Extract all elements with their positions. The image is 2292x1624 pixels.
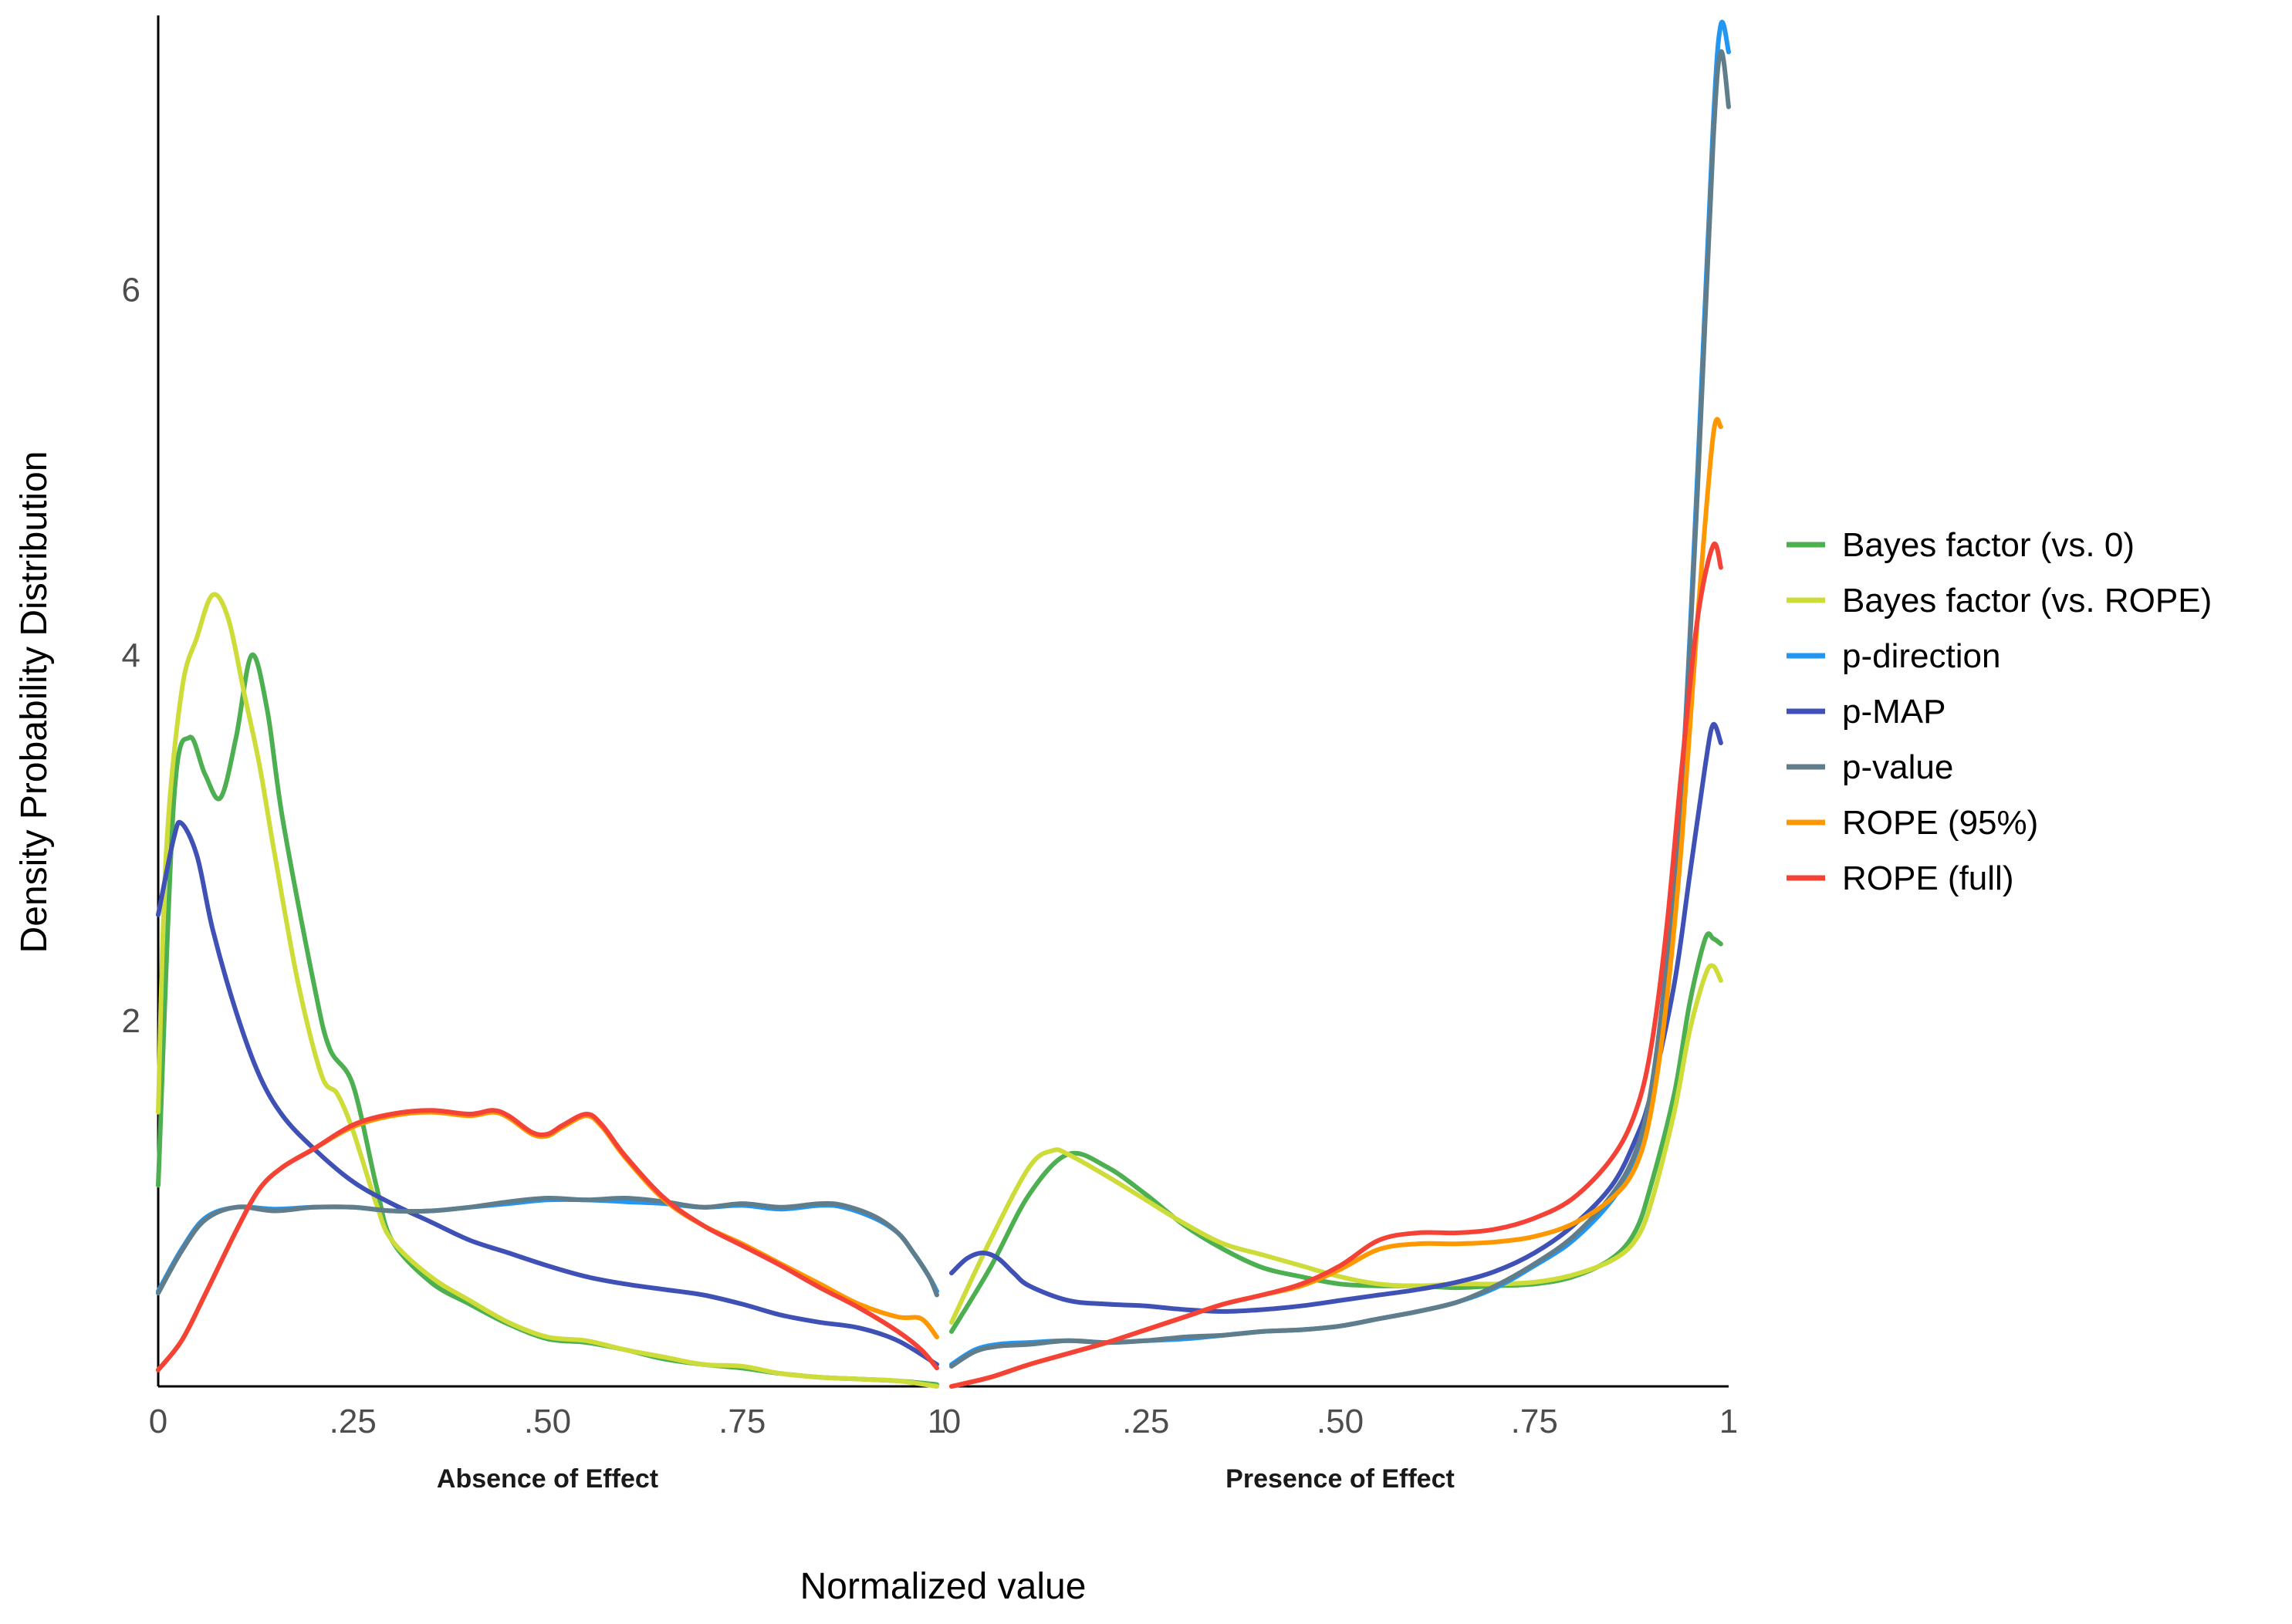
y-axis-title: Density Probability Distribution: [14, 451, 55, 954]
series-line-presence: [949, 49, 1731, 1369]
legend-label: p-value: [1842, 748, 1953, 786]
x-tick-label: .50: [1317, 1403, 1364, 1440]
x-tick-label: .50: [524, 1403, 571, 1440]
y-tick-label: 4: [122, 636, 140, 674]
x-tick-label: 0: [149, 1403, 167, 1440]
x-tick-label: 1: [1719, 1403, 1738, 1440]
series-line-presence: [949, 19, 1731, 1367]
x-axis-title: Normalized value: [800, 1566, 1087, 1607]
series-line-absence: [156, 1195, 939, 1298]
x-tick-label: 0: [942, 1403, 961, 1440]
series-line-absence: [156, 1197, 939, 1294]
legend-label: Bayes factor (vs. 0): [1842, 526, 2135, 564]
series-line-absence: [156, 592, 939, 1389]
legend-label: ROPE (full): [1842, 859, 2013, 897]
x-tick-label: .25: [1122, 1403, 1169, 1440]
x-tick-label: 1: [928, 1403, 946, 1440]
y-tick-label: 2: [122, 1002, 140, 1040]
y-tick-label: 6: [122, 271, 140, 309]
series-line-presence: [949, 721, 1723, 1314]
facet-label: Presence of Effect: [1225, 1464, 1455, 1494]
legend-label: ROPE (95%): [1842, 804, 2038, 842]
legend-label: p-MAP: [1842, 693, 1945, 731]
series-line-presence: [949, 541, 1723, 1389]
x-tick-label: .75: [718, 1403, 766, 1440]
series-line-absence: [156, 819, 939, 1367]
legend-label: p-direction: [1842, 637, 2000, 675]
series-line-absence: [156, 1109, 939, 1372]
x-tick-label: .75: [1511, 1403, 1558, 1440]
legend-label: Bayes factor (vs. ROPE): [1842, 582, 2212, 620]
series-line-absence: [156, 652, 939, 1387]
series-line-presence: [949, 417, 1723, 1389]
x-tick-label: .25: [330, 1403, 377, 1440]
series-line-presence: [949, 963, 1723, 1325]
series-line-absence: [156, 1108, 939, 1372]
facet-label: Absence of Effect: [437, 1464, 658, 1494]
